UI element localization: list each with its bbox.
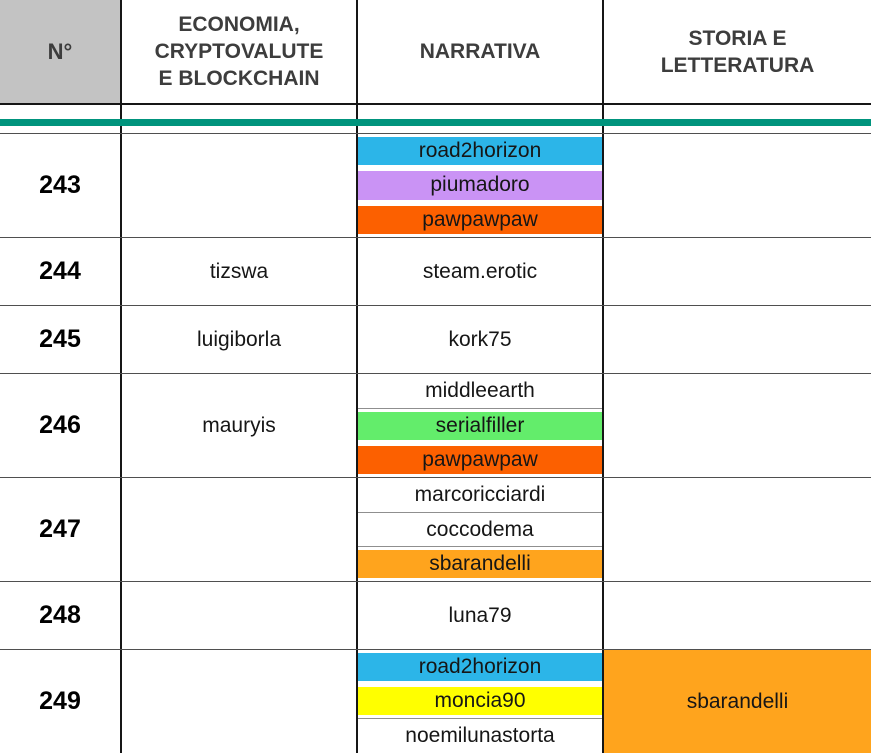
storia-cell — [604, 582, 871, 649]
narrativa-cell: middleearth serialfiller pawpawpaw — [358, 374, 604, 477]
spacer-cell — [358, 126, 604, 133]
narrativa-cell: steam.erotic — [358, 238, 604, 305]
header-label-num: N° — [47, 39, 73, 64]
spacer-cell — [604, 126, 871, 133]
header-cell-narrativa: NARRATIVA — [358, 0, 604, 103]
plain-entry: kork75 — [448, 327, 512, 351]
header-cell-economia: ECONOMIA, CRYPTOVALUTE E BLOCKCHAIN — [122, 0, 358, 103]
narrativa-cell: road2horizon moncia90 noemilunastorta — [358, 650, 604, 753]
row-number-cell: 243 — [0, 134, 122, 237]
row-number-cell: 249 — [0, 650, 122, 753]
row-number-cell: 244 — [0, 238, 122, 305]
storia-cell — [604, 134, 871, 237]
cell-entry: serialfiller — [358, 408, 602, 443]
cell-entry: mauryis — [122, 374, 356, 477]
spacer-cell — [604, 105, 871, 119]
cell-entry: middleearth — [358, 374, 602, 408]
narrativa-cell: marcoricciardi coccodema sbarandelli — [358, 478, 604, 581]
spacer-cell — [122, 126, 358, 133]
cell-entry: luna79 — [358, 582, 602, 649]
cell-entry: steam.erotic — [358, 238, 602, 305]
cell-entry: kork75 — [358, 306, 602, 373]
plain-entry: luna79 — [448, 603, 512, 627]
header-cell-num: N° — [0, 0, 122, 103]
cell-entry: marcoricciardi — [358, 478, 602, 512]
table-row: 247 marcoricciardi coccodema sbarandelli — [0, 478, 871, 582]
table-body: 243 road2horizon piumadoro pawpawpaw 244 tizs… — [0, 133, 871, 753]
cell-entry: tizswa — [122, 238, 356, 305]
table-row: 248 luna79 — [0, 582, 871, 650]
storia-cell — [604, 306, 871, 373]
storia-cell — [604, 478, 871, 581]
table-row: 245 luigiborla kork75 — [0, 306, 871, 374]
highlighted-entry: road2horizon — [358, 653, 602, 681]
cell-entry: road2horizon — [358, 134, 602, 168]
row-number-cell: 246 — [0, 374, 122, 477]
spacer-cell — [358, 105, 604, 119]
cell-entry: noemilunastorta — [358, 718, 602, 753]
plain-entry: coccodema — [426, 517, 534, 541]
plain-entry: middleearth — [425, 379, 535, 402]
highlighted-entry: pawpawpaw — [358, 446, 602, 474]
table-row: 244 tizswa steam.erotic — [0, 238, 871, 306]
spacer-cell — [122, 105, 358, 119]
narrativa-cell: kork75 — [358, 306, 604, 373]
plain-entry: marcoricciardi — [414, 482, 546, 506]
highlighted-entry: sbarandelli — [604, 650, 871, 753]
cell-entry: sbarandelli — [604, 650, 871, 753]
cell-entry: luigiborla — [122, 306, 356, 373]
economia-cell: mauryis — [122, 374, 358, 477]
narrativa-cell: road2horizon piumadoro pawpawpaw — [358, 134, 604, 237]
cell-entry: pawpawpaw — [358, 203, 602, 237]
cell-entry: piumadoro — [358, 168, 602, 202]
row-number-cell: 248 — [0, 582, 122, 649]
spacer-row-bottom — [0, 126, 871, 133]
highlighted-entry: sbarandelli — [358, 550, 602, 579]
storia-cell — [604, 238, 871, 305]
plain-entry: steam.erotic — [422, 259, 538, 283]
header-label-narrativa: NARRATIVA — [419, 40, 541, 63]
storia-cell: sbarandelli — [604, 650, 871, 753]
row-number-cell: 245 — [0, 306, 122, 373]
header-label-storia: STORIA E LETTERATURA — [660, 26, 815, 77]
highlighted-entry: moncia90 — [358, 687, 602, 715]
row-number-cell: 247 — [0, 478, 122, 581]
table-row: 246 mauryis middleearth serialfiller pawpawp… — [0, 374, 871, 478]
header-label-economia: ECONOMIA, CRYPTOVALUTE E BLOCKCHAIN — [154, 13, 324, 90]
cell-entry: road2horizon — [358, 650, 602, 684]
table-header: N° ECONOMIA, CRYPTOVALUTE E BLOCKCHAIN N… — [0, 0, 871, 105]
cell-entry: sbarandelli — [358, 546, 602, 581]
spacer-row-top — [0, 105, 871, 119]
economia-cell — [122, 582, 358, 649]
header-separator-band — [0, 119, 871, 126]
plain-entry: mauryis — [202, 413, 276, 437]
plain-entry: tizswa — [209, 259, 269, 283]
storia-cell — [604, 374, 871, 477]
narrativa-cell: luna79 — [358, 582, 604, 649]
economia-cell: tizswa — [122, 238, 358, 305]
table-row: 243 road2horizon piumadoro pawpawpaw — [0, 134, 871, 238]
economia-cell — [122, 650, 358, 753]
economia-cell — [122, 134, 358, 237]
cell-entry: pawpawpaw — [358, 443, 602, 477]
plain-entry: noemilunastorta — [405, 724, 555, 747]
highlighted-entry: pawpawpaw — [358, 205, 602, 234]
highlighted-entry: serialfiller — [358, 412, 602, 440]
highlighted-entry: piumadoro — [358, 171, 602, 200]
economia-cell: luigiborla — [122, 306, 358, 373]
spacer-cell — [0, 126, 122, 133]
plain-entry: luigiborla — [196, 327, 282, 351]
spacer-cell — [0, 105, 122, 119]
economia-cell — [122, 478, 358, 581]
header-cell-storia: STORIA E LETTERATURA — [604, 0, 871, 103]
table-row: 249 road2horizon moncia90 noemilunastorta sb… — [0, 650, 871, 753]
cell-entry: moncia90 — [358, 684, 602, 718]
cell-entry: coccodema — [358, 511, 602, 547]
highlighted-entry: road2horizon — [358, 137, 602, 166]
